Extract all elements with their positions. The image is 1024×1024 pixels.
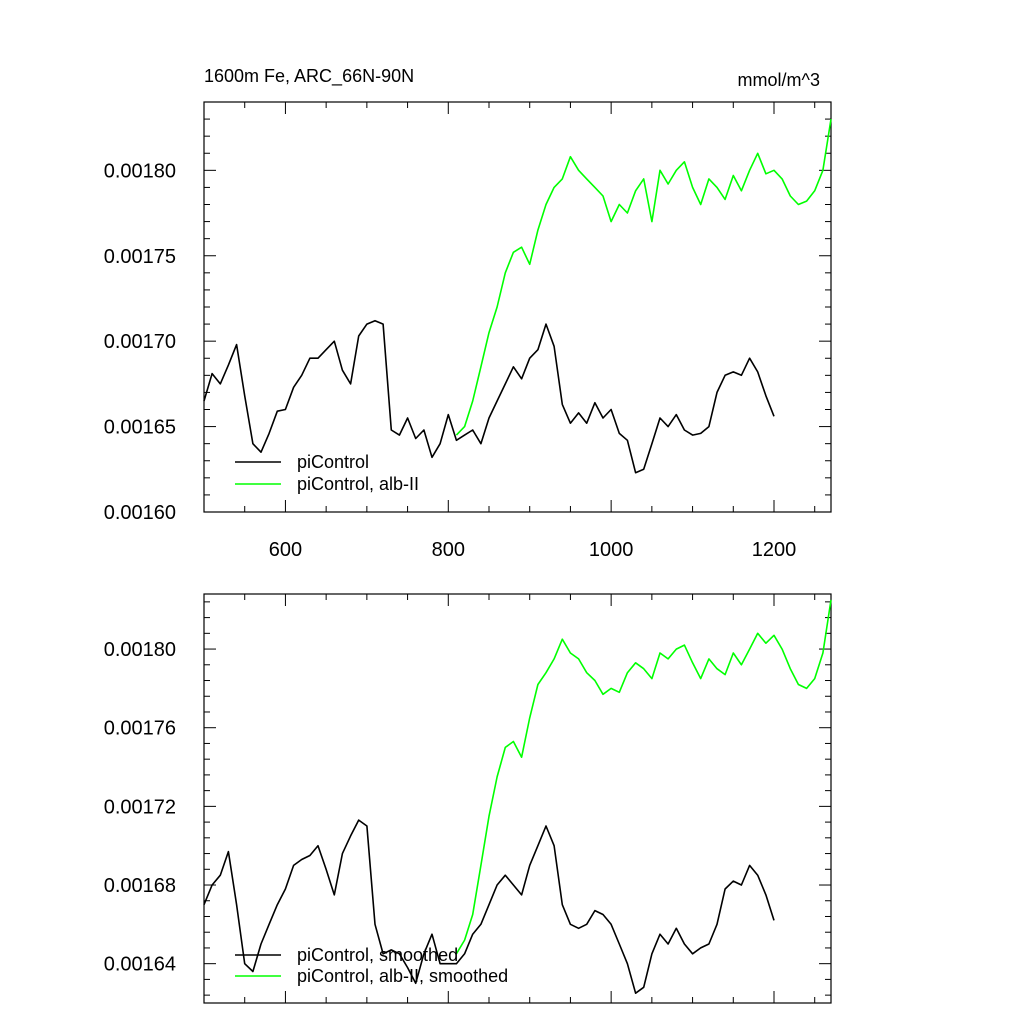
legend-label: piControl, alb-II xyxy=(297,474,419,494)
x-tick-label: 1200 xyxy=(752,539,797,561)
units-label: mmol/m^3 xyxy=(738,70,820,90)
y-tick-label: 0.00175 xyxy=(104,246,176,268)
y-tick-label: 0.00172 xyxy=(104,796,176,818)
legend-label: piControl, smoothed xyxy=(297,945,458,965)
x-tick-label: 800 xyxy=(432,539,465,561)
y-tick-label: 0.00164 xyxy=(104,954,176,976)
series-line-0 xyxy=(203,319,775,474)
series-line-1 xyxy=(455,599,832,955)
legend-label: piControl xyxy=(297,452,369,472)
y-tick-label: 0.00180 xyxy=(104,160,176,182)
plot-frame xyxy=(203,593,832,1004)
bottom-panel: 0.00164 0.00168 0.00172 0.00176 0.00180 piCon… xyxy=(104,593,832,1004)
y-tick-label: 0.00180 xyxy=(104,639,176,661)
y-tick-label: 0.00165 xyxy=(104,417,176,439)
y-tick-label: 0.00170 xyxy=(104,331,176,353)
x-tick-label: 600 xyxy=(269,539,302,561)
y-tick-label: 0.00168 xyxy=(104,875,176,897)
series-line-1 xyxy=(455,118,832,436)
top-panel: 1600m Fe, ARC_66N-90N mmol/m^3 0.00160 0.… xyxy=(104,66,832,561)
plot-frame xyxy=(203,101,832,513)
y-tick-label: 0.00160 xyxy=(104,502,176,524)
x-tick-label: 1000 xyxy=(589,539,634,561)
y-tick-label: 0.00176 xyxy=(104,718,176,740)
panel-title: 1600m Fe, ARC_66N-90N xyxy=(204,66,414,87)
legend-label: piControl, alb-II, smoothed xyxy=(297,966,508,986)
series-line-0 xyxy=(203,819,775,995)
